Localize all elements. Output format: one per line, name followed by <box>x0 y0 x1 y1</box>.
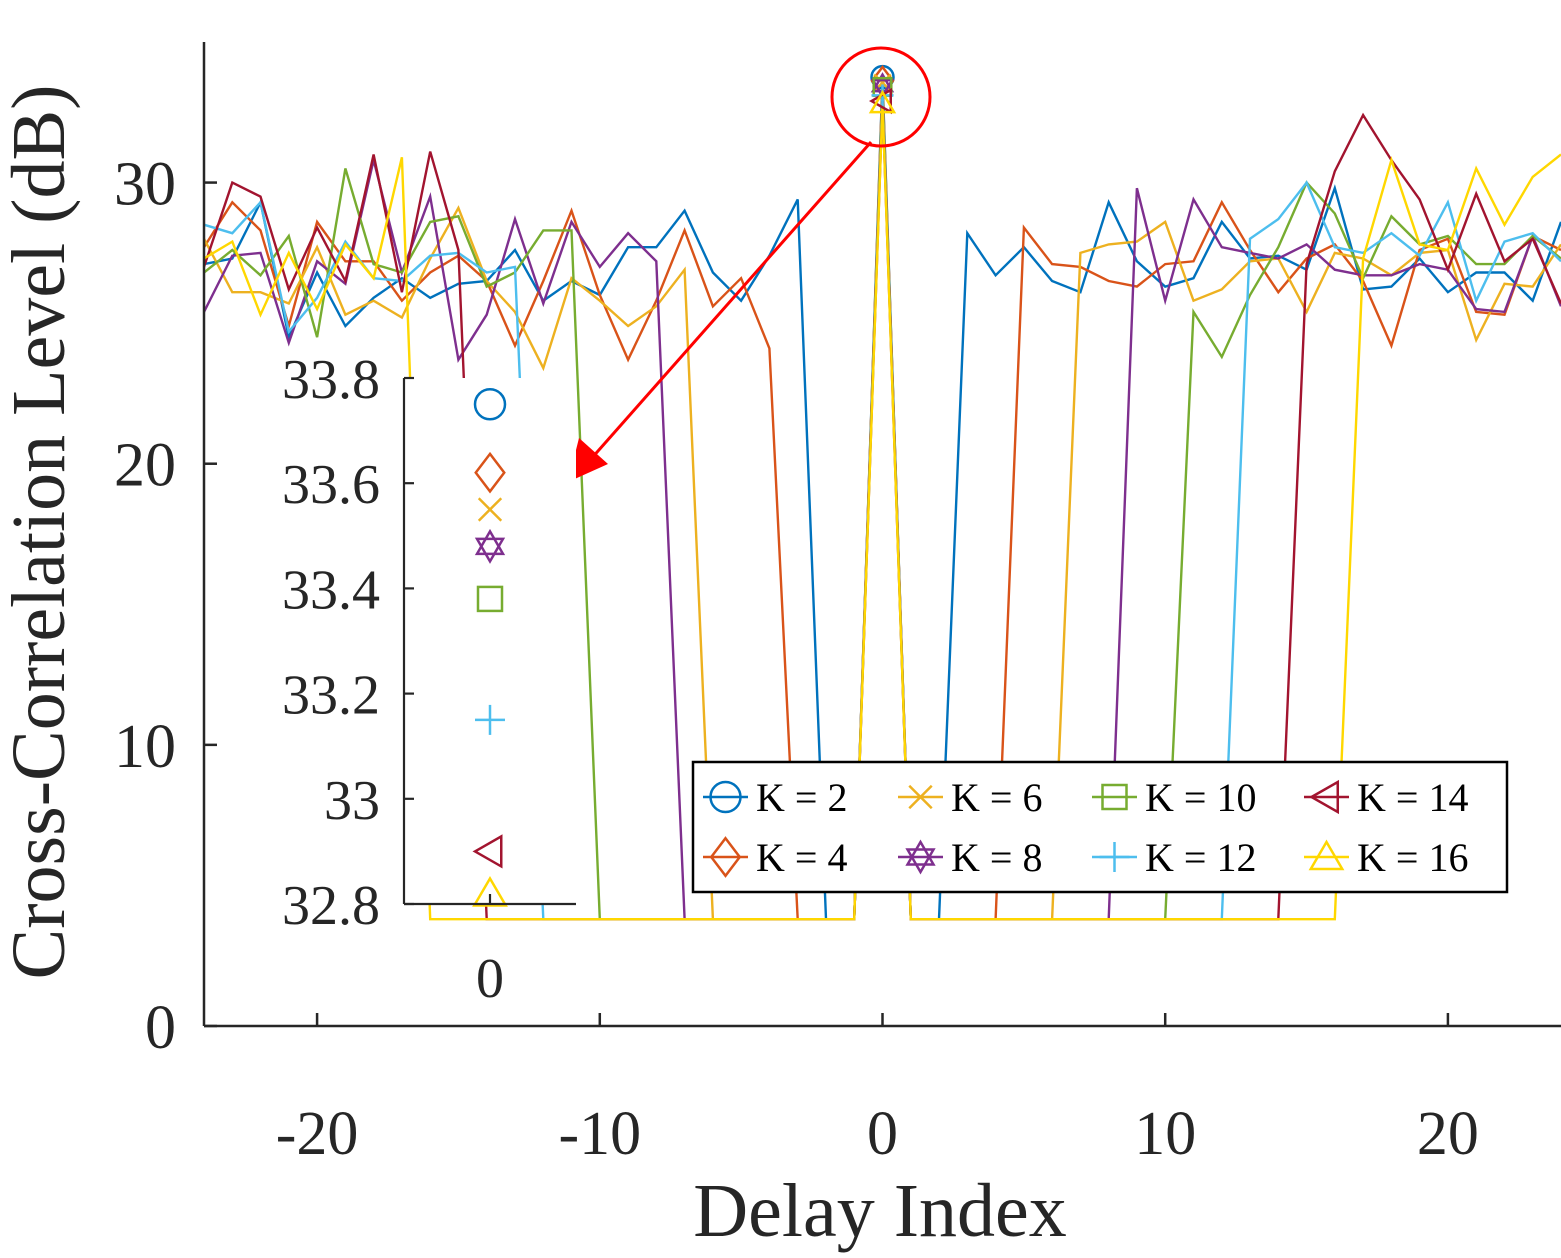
legend-item-k10: K = 10 <box>1092 775 1256 820</box>
legend-label: K = 10 <box>1145 775 1256 820</box>
legend-label: K = 2 <box>756 775 847 820</box>
y-tick-label: 30 <box>114 151 176 219</box>
x-tick-label: 0 <box>867 1100 898 1168</box>
zoom-arrow-head <box>568 438 608 482</box>
legend-marker-k2 <box>709 780 742 814</box>
inset-marker-k16 <box>472 875 508 907</box>
y-axis-title: Cross-Correlation Level (dB) <box>0 85 81 980</box>
inset-x-tick-label: 0 <box>476 948 504 1010</box>
legend-item-k6: K = 6 <box>898 775 1042 820</box>
main-plot-tick-labels: -20 -10 0 10 20 0 10 20 30 <box>114 151 1479 1168</box>
legend-label: K = 6 <box>951 775 1042 820</box>
legend-item-k8: K = 8 <box>898 835 1042 880</box>
legend-label: K = 16 <box>1357 835 1468 880</box>
inset-y-tick-label: 32.8 <box>282 875 380 937</box>
legend-marker-k10 <box>1101 783 1128 811</box>
inset-marker-k10 <box>476 585 504 613</box>
x-tick-label: -20 <box>276 1100 359 1168</box>
y-tick-label: 20 <box>114 432 176 500</box>
y-tick-label: 0 <box>145 994 176 1062</box>
legend-marker-k6 <box>908 784 933 810</box>
legend-item-k4: K = 4 <box>703 835 847 880</box>
legend-marker-k14 <box>1308 779 1339 815</box>
legend-item-k16: K = 16 <box>1304 835 1468 880</box>
inset-y-tick-label: 33.2 <box>282 665 380 727</box>
zoom-annotation <box>568 46 932 482</box>
legend: K = 2 K = 4 K = 6 K = 8 K = 10 K = 12 K = 14 K … <box>691 760 1509 894</box>
legend-marker-k16 <box>1308 839 1345 871</box>
main-plot-axes <box>202 42 1561 1028</box>
inset-marker-k14 <box>472 834 503 869</box>
inset-y-tick-label: 33.4 <box>282 559 380 621</box>
inset-marker-k8 <box>474 528 506 564</box>
x-axis-title: Delay Index <box>693 1169 1067 1253</box>
inset-tick-labels: 0 32.8 33 33.2 33.4 33.6 33.8 <box>282 349 504 1010</box>
legend-box <box>691 760 1509 894</box>
x-tick-label: 20 <box>1417 1100 1479 1168</box>
main-plot-peak-markers <box>868 64 897 115</box>
legend-label: K = 12 <box>1145 835 1256 880</box>
inset-marker-k2 <box>473 388 507 421</box>
legend-marker-k4 <box>709 836 742 878</box>
legend-label: K = 14 <box>1357 775 1468 820</box>
legend-item-k2: K = 2 <box>703 775 847 820</box>
inset-y-tick-label: 33.6 <box>282 454 380 516</box>
inset-plot: 0 32.8 33 33.2 33.4 33.6 33.8 <box>282 349 576 1010</box>
inset-y-tick-label: 33.8 <box>282 349 380 411</box>
inset-axes <box>402 376 576 906</box>
inset-marker-k4 <box>474 451 506 494</box>
peak-highlight-circle <box>830 46 932 148</box>
legend-label: K = 8 <box>951 835 1042 880</box>
inset-marker-k12 <box>475 704 505 735</box>
inset-marker-k6 <box>477 497 503 522</box>
x-tick-label: -10 <box>558 1100 641 1168</box>
x-tick-label: 10 <box>1134 1100 1196 1168</box>
inset-y-tick-label: 33 <box>324 770 380 832</box>
zoom-arrow-line <box>581 141 873 469</box>
legend-label: K = 4 <box>756 835 847 880</box>
inset-markers <box>472 388 508 907</box>
inset-background <box>404 378 576 904</box>
y-tick-label: 10 <box>114 713 176 781</box>
legend-marker-k8 <box>905 839 936 875</box>
peak-marker-k16 <box>868 89 897 114</box>
legend-item-k12: K = 12 <box>1092 835 1256 880</box>
legend-item-k14: K = 14 <box>1304 775 1468 820</box>
legend-marker-k12 <box>1099 842 1130 872</box>
